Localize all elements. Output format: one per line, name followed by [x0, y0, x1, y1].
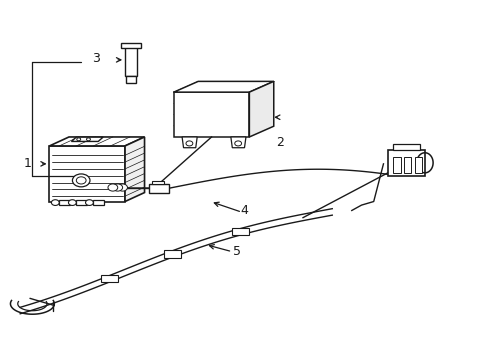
Polygon shape — [173, 81, 273, 92]
Polygon shape — [49, 137, 144, 146]
Circle shape — [118, 184, 127, 191]
Polygon shape — [49, 146, 125, 202]
Circle shape — [72, 174, 90, 187]
Polygon shape — [76, 200, 87, 205]
Polygon shape — [231, 228, 249, 235]
Text: 2: 2 — [276, 136, 284, 149]
Polygon shape — [403, 157, 410, 173]
Polygon shape — [182, 137, 197, 148]
Polygon shape — [173, 92, 249, 137]
Polygon shape — [414, 157, 421, 173]
Polygon shape — [230, 137, 245, 148]
Circle shape — [51, 200, 59, 206]
Polygon shape — [387, 149, 424, 176]
Circle shape — [76, 177, 86, 184]
Polygon shape — [149, 184, 168, 193]
Text: 3: 3 — [92, 51, 100, 64]
Circle shape — [68, 200, 76, 206]
Circle shape — [113, 184, 122, 191]
Polygon shape — [121, 42, 141, 48]
Polygon shape — [126, 76, 136, 83]
Polygon shape — [93, 200, 104, 205]
Circle shape — [85, 200, 93, 206]
Polygon shape — [249, 81, 273, 137]
Circle shape — [108, 184, 118, 191]
Polygon shape — [163, 251, 181, 258]
Circle shape — [234, 141, 241, 146]
Polygon shape — [101, 275, 118, 282]
Polygon shape — [71, 137, 103, 141]
Circle shape — [77, 138, 81, 141]
Polygon shape — [152, 181, 163, 184]
Text: 5: 5 — [233, 245, 241, 258]
Circle shape — [185, 141, 192, 146]
Polygon shape — [59, 200, 70, 205]
Polygon shape — [125, 44, 137, 76]
Text: 1: 1 — [23, 157, 31, 170]
Polygon shape — [392, 144, 419, 149]
Text: 4: 4 — [240, 204, 248, 217]
Polygon shape — [125, 137, 144, 202]
Polygon shape — [392, 157, 400, 173]
Circle shape — [86, 138, 90, 141]
